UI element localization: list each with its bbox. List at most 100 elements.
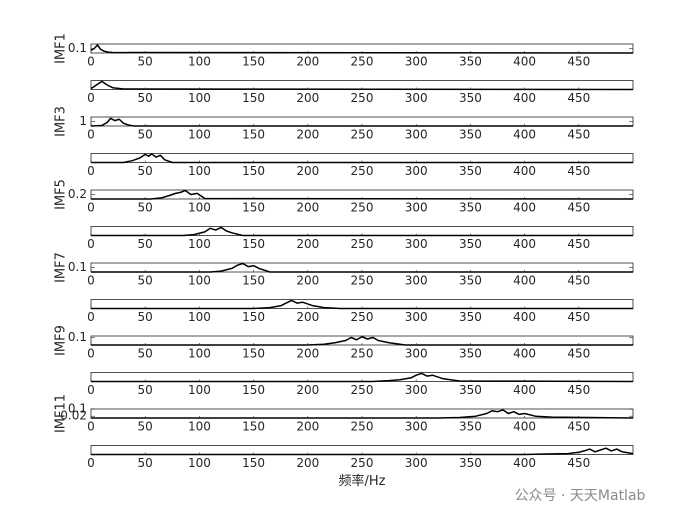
x-tick-label: 150 — [242, 91, 265, 105]
x-tick-label: 100 — [188, 128, 211, 142]
x-tick-label: 50 — [138, 128, 153, 142]
x-tick-label: 300 — [405, 420, 428, 434]
watermark: 公众号 · 天天Matlab — [515, 488, 646, 504]
x-tick-label: 300 — [405, 201, 428, 215]
x-tick-label: 200 — [296, 347, 319, 361]
x-tick-label: 150 — [242, 237, 265, 251]
x-tick-label: 100 — [188, 310, 211, 324]
spectrum-line — [91, 447, 634, 456]
x-tick-label: 100 — [188, 420, 211, 434]
x-tick-label: 250 — [351, 456, 374, 470]
x-tick-label: 0 — [87, 164, 95, 178]
x-tick-label: 300 — [405, 383, 428, 397]
y-tick-label: 0.1 — [68, 402, 87, 416]
x-tick-label: 350 — [459, 201, 482, 215]
x-tick-label: 300 — [405, 347, 428, 361]
x-tick-label: 50 — [138, 164, 153, 178]
x-tick-label: 0 — [87, 201, 95, 215]
x-tick-label: 450 — [567, 420, 590, 434]
x-tick-label: 0 — [87, 383, 95, 397]
spectrum-line — [91, 189, 634, 200]
x-tick-label: 300 — [405, 274, 428, 288]
x-tick-label: 200 — [296, 128, 319, 142]
spectrum-line — [91, 336, 633, 346]
y-tick-label: 0.1 — [68, 330, 87, 344]
y-axis-label: IMF7 — [54, 252, 69, 283]
x-tick-label: 350 — [459, 91, 482, 105]
x-tick-label: 300 — [405, 164, 428, 178]
x-tick-label: 50 — [138, 274, 153, 288]
x-tick-label: 150 — [242, 55, 265, 69]
x-tick-label: 250 — [351, 274, 374, 288]
x-tick-label: 200 — [296, 310, 319, 324]
x-tick-label: 0 — [87, 420, 95, 434]
x-tick-label: 350 — [459, 420, 482, 434]
x-tick-label: 400 — [513, 55, 536, 69]
y-axis-label: IMF1 — [54, 33, 69, 64]
x-tick-label: 100 — [188, 164, 211, 178]
x-tick-label: 450 — [567, 91, 590, 105]
x-tick-label: 400 — [513, 274, 536, 288]
x-tick-label: 450 — [567, 274, 590, 288]
x-tick-label: 0 — [87, 237, 95, 251]
x-tick-label: 0 — [87, 456, 95, 470]
x-tick-label: 250 — [351, 310, 374, 324]
x-tick-label: 100 — [188, 347, 211, 361]
x-tick-label: 100 — [188, 91, 211, 105]
x-tick-label: 150 — [242, 456, 265, 470]
x-tick-label: 450 — [567, 347, 590, 361]
x-tick-label: 350 — [459, 383, 482, 397]
x-axis-label: 频率/Hz — [339, 473, 386, 489]
x-tick-label: 300 — [405, 128, 428, 142]
x-tick-label: 50 — [138, 383, 153, 397]
x-tick-label: 400 — [513, 383, 536, 397]
x-tick-label: 450 — [567, 237, 590, 251]
x-tick-label: 300 — [405, 91, 428, 105]
x-tick-label: 300 — [405, 237, 428, 251]
y-tick-label: 0.1 — [68, 260, 87, 274]
x-tick-label: 450 — [567, 201, 590, 215]
x-tick-label: 200 — [296, 164, 319, 178]
y-axis-label: IMF5 — [54, 179, 69, 210]
spectrum-line — [91, 153, 633, 164]
x-tick-label: 100 — [188, 383, 211, 397]
x-tick-label: 150 — [242, 310, 265, 324]
x-tick-label: 50 — [138, 420, 153, 434]
y-axis-label: IMF9 — [54, 325, 69, 356]
x-tick-label: 0 — [87, 128, 95, 142]
x-tick-label: 200 — [296, 420, 319, 434]
x-tick-label: 200 — [296, 456, 319, 470]
x-tick-label: 250 — [351, 237, 374, 251]
x-tick-label: 100 — [188, 456, 211, 470]
x-tick-label: 150 — [242, 164, 265, 178]
x-tick-label: 150 — [242, 383, 265, 397]
spectrum-line — [90, 117, 633, 127]
x-tick-label: 400 — [513, 128, 536, 142]
x-tick-label: 0 — [87, 55, 95, 69]
x-tick-label: 300 — [405, 55, 428, 69]
x-tick-label: 0 — [87, 91, 95, 105]
y-axis-label: IMF11 — [54, 394, 69, 433]
spectrum-line — [91, 372, 634, 383]
x-tick-label: 200 — [296, 383, 319, 397]
x-tick-label: 400 — [513, 420, 536, 434]
spectrum-line — [91, 299, 633, 310]
spectrum-line — [90, 44, 634, 54]
x-tick-label: 50 — [138, 237, 153, 251]
y-tick-label: 1 — [79, 114, 87, 128]
x-tick-label: 200 — [296, 274, 319, 288]
x-tick-label: 50 — [138, 55, 153, 69]
x-tick-label: 200 — [296, 201, 319, 215]
x-tick-label: 350 — [459, 274, 482, 288]
spectrum-line — [91, 226, 633, 237]
x-tick-label: 400 — [513, 201, 536, 215]
x-tick-label: 400 — [513, 91, 536, 105]
y-tick-label: 0.1 — [68, 41, 87, 55]
x-tick-label: 450 — [567, 164, 590, 178]
x-tick-label: 250 — [351, 383, 374, 397]
x-tick-label: 250 — [351, 420, 374, 434]
x-tick-label: 300 — [405, 456, 428, 470]
x-tick-label: 300 — [405, 310, 428, 324]
x-tick-label: 400 — [513, 237, 536, 251]
